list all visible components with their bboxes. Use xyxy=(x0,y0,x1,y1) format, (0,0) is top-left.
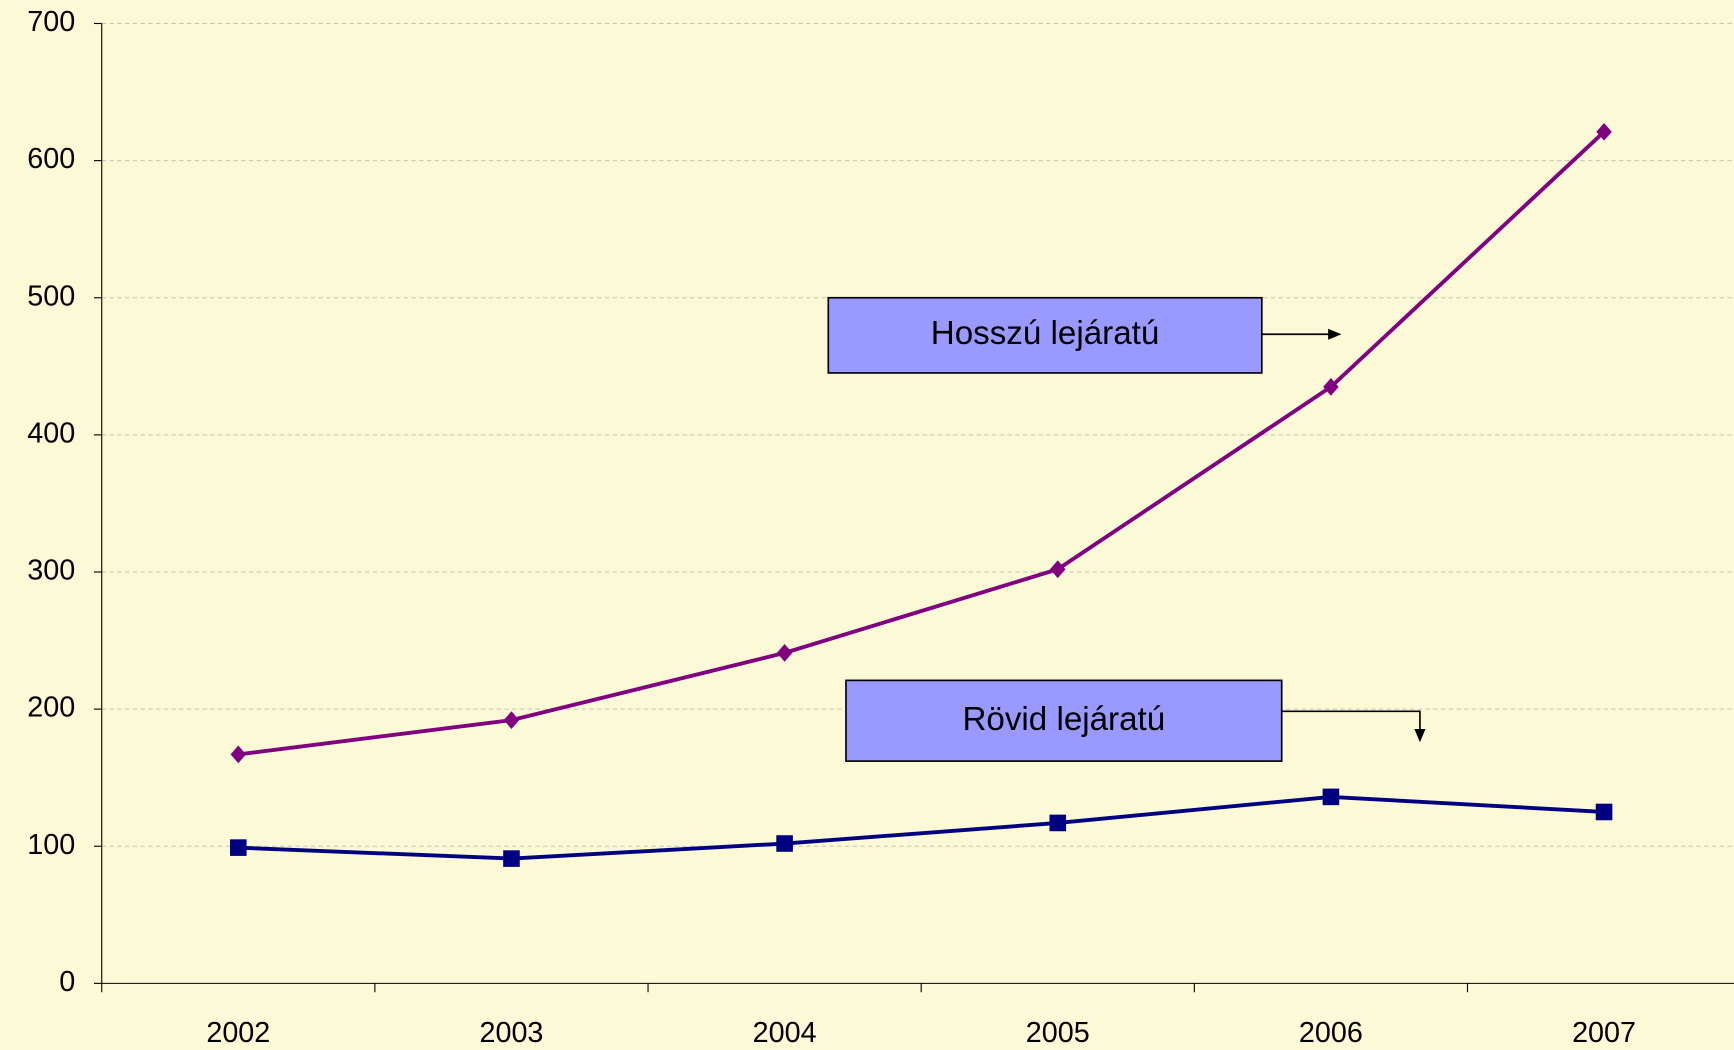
marker xyxy=(1322,788,1340,806)
marker xyxy=(230,839,247,856)
x-tick-label: 2007 xyxy=(1572,1017,1636,1049)
y-tick-label: 500 xyxy=(27,280,75,312)
arrow-head xyxy=(1414,729,1426,743)
series-line xyxy=(238,130,1606,757)
marker xyxy=(1049,814,1067,832)
annotation-box xyxy=(827,296,1263,374)
marker xyxy=(503,850,520,867)
marker xyxy=(1050,560,1066,579)
x-tick-label: 2006 xyxy=(1299,1017,1363,1049)
x-tick-label: 2002 xyxy=(206,1017,270,1049)
annotation-long: Hosszú lejáratú xyxy=(827,296,1342,374)
annotation-text: Hosszú lejáratú xyxy=(931,315,1160,352)
marker xyxy=(776,644,793,662)
y-tick-label: 400 xyxy=(27,417,75,449)
plot-area: 0 100 200 300 400 500 600 700 2002 2003 2004 2005 20… xyxy=(27,6,1734,1049)
annotation-box xyxy=(845,679,1283,762)
y-tick-label: 0 xyxy=(59,966,75,998)
y-tick-label: 200 xyxy=(27,692,75,724)
x-tick-label: 2005 xyxy=(1026,1017,1090,1049)
marker xyxy=(503,711,520,729)
y-tick-label: 300 xyxy=(27,555,75,587)
arrow-head xyxy=(1328,328,1342,340)
marker xyxy=(1595,803,1613,821)
y-tick-label: 100 xyxy=(27,829,75,861)
x-tick-label: 2003 xyxy=(479,1017,543,1049)
annotation-text: Rövid lejáratú xyxy=(962,701,1165,738)
x-tick-label: 2004 xyxy=(753,1017,817,1049)
y-tick-label: 600 xyxy=(27,143,75,175)
arrow xyxy=(1281,710,1421,732)
series-line xyxy=(238,794,1605,861)
marker xyxy=(776,835,793,852)
annotation-short: Rövid lejáratú xyxy=(845,679,1426,762)
y-tick-label: 700 xyxy=(27,6,75,38)
